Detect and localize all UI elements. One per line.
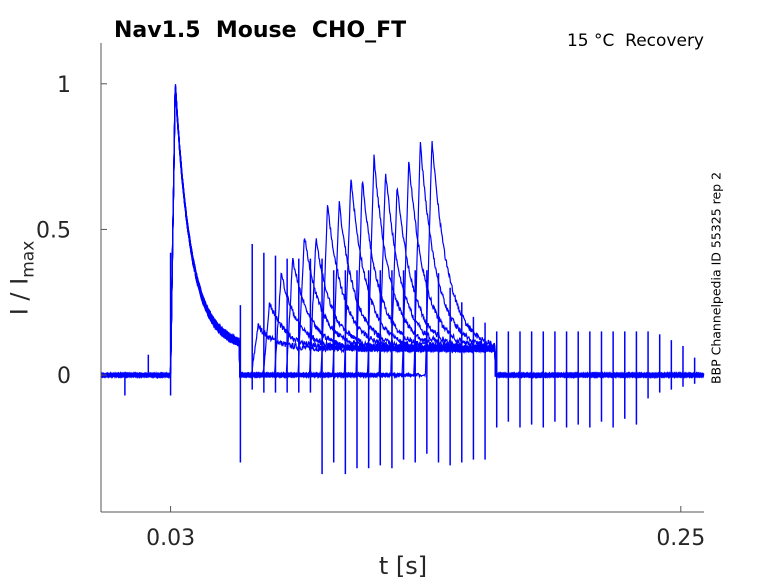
- chart-title: Nav1.5 Mouse CHO_FT: [114, 18, 407, 43]
- y-tick-label: 1: [57, 73, 71, 98]
- x-tick-label: 0.25: [656, 526, 705, 551]
- temperature-protocol-annotation: 15 °C Recovery: [566, 31, 704, 51]
- x-tick-label: 0.03: [146, 526, 195, 551]
- source-id-label: BBP Channelpedia ID 55325 rep 2: [708, 171, 724, 385]
- y-axis-label-sub: max: [18, 240, 39, 278]
- x-axis-label: t [s]: [378, 552, 428, 580]
- y-axis-label: I / Imax: [6, 241, 39, 316]
- y-axis-label-main: I / I: [5, 277, 34, 316]
- current-traces: [100, 84, 705, 475]
- sweep-trace-16: [100, 84, 705, 380]
- axes: 0 0.5 1 0.03 0.25: [36, 43, 705, 551]
- y-tick-label: 0.5: [36, 218, 71, 243]
- y-tick-label: 0: [57, 364, 71, 389]
- sweep-trace-15: [100, 87, 704, 380]
